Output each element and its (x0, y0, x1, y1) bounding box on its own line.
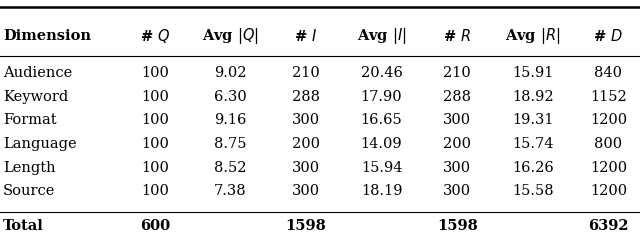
Text: 100: 100 (141, 66, 169, 80)
Text: 1200: 1200 (590, 161, 627, 175)
Text: 18.92: 18.92 (512, 90, 554, 104)
Text: 100: 100 (141, 113, 169, 127)
Text: # $I$: # $I$ (294, 28, 317, 44)
Text: 100: 100 (141, 90, 169, 104)
Text: 6392: 6392 (588, 219, 628, 233)
Text: 100: 100 (141, 184, 169, 198)
Text: 15.58: 15.58 (512, 184, 554, 198)
Text: 15.91: 15.91 (512, 66, 554, 80)
Text: 840: 840 (595, 66, 622, 80)
Text: 100: 100 (141, 137, 169, 151)
Text: 288: 288 (443, 90, 471, 104)
Text: 8.52: 8.52 (214, 161, 246, 175)
Text: 9.02: 9.02 (214, 66, 246, 80)
Text: Dimension: Dimension (3, 29, 92, 43)
Text: 210: 210 (292, 66, 320, 80)
Text: 100: 100 (141, 161, 169, 175)
Text: 20.46: 20.46 (360, 66, 403, 80)
Text: Avg $|I|$: Avg $|I|$ (356, 26, 406, 46)
Text: # $R$: # $R$ (443, 28, 471, 44)
Text: # $D$: # $D$ (593, 28, 623, 44)
Text: 1598: 1598 (285, 219, 326, 233)
Text: Format: Format (3, 113, 57, 127)
Text: 7.38: 7.38 (214, 184, 246, 198)
Text: 300: 300 (292, 113, 320, 127)
Text: 17.90: 17.90 (361, 90, 403, 104)
Text: 600: 600 (140, 219, 170, 233)
Text: 16.26: 16.26 (512, 161, 554, 175)
Text: Language: Language (3, 137, 77, 151)
Text: 300: 300 (443, 161, 471, 175)
Text: Avg $|Q|$: Avg $|Q|$ (202, 26, 259, 46)
Text: Keyword: Keyword (3, 90, 68, 104)
Text: 288: 288 (292, 90, 320, 104)
Text: 200: 200 (443, 137, 471, 151)
Text: 15.74: 15.74 (512, 137, 554, 151)
Text: 8.75: 8.75 (214, 137, 246, 151)
Text: 1200: 1200 (590, 113, 627, 127)
Text: 16.65: 16.65 (361, 113, 403, 127)
Text: Audience: Audience (3, 66, 72, 80)
Text: Total: Total (3, 219, 44, 233)
Text: 210: 210 (444, 66, 471, 80)
Text: 300: 300 (292, 184, 320, 198)
Text: 18.19: 18.19 (361, 184, 403, 198)
Text: 6.30: 6.30 (214, 90, 246, 104)
Text: 9.16: 9.16 (214, 113, 246, 127)
Text: 14.09: 14.09 (361, 137, 403, 151)
Text: 300: 300 (443, 113, 471, 127)
Text: # $Q$: # $Q$ (140, 27, 170, 45)
Text: 200: 200 (292, 137, 320, 151)
Text: 800: 800 (595, 137, 623, 151)
Text: 1598: 1598 (436, 219, 477, 233)
Text: 300: 300 (443, 184, 471, 198)
Text: Source: Source (3, 184, 56, 198)
Text: Avg $|R|$: Avg $|R|$ (505, 26, 561, 46)
Text: 15.94: 15.94 (361, 161, 403, 175)
Text: 19.31: 19.31 (512, 113, 554, 127)
Text: 1200: 1200 (590, 184, 627, 198)
Text: 1152: 1152 (590, 90, 627, 104)
Text: 300: 300 (292, 161, 320, 175)
Text: Length: Length (3, 161, 56, 175)
